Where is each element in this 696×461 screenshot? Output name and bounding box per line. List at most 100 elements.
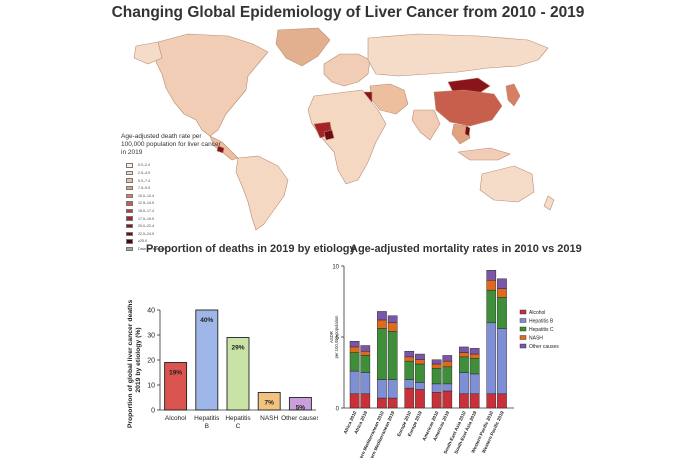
stacked-bar-segment [431, 368, 442, 385]
legend-row: 0.0–2.4 [126, 162, 221, 170]
stacked-bar-segment [431, 383, 442, 393]
legend-label: 22.5–24.9 [138, 231, 154, 236]
legend-items: 0.0–2.4 2.5–4.9 5.0–7.4 7.5–9.9 10.0–12.4 12.… [126, 162, 221, 253]
stacked-bar-segment [377, 319, 387, 329]
legend-row: Data not available [126, 245, 221, 253]
stacked-bar-segment [349, 352, 360, 372]
y-axis-label: Proportion of global liver cancer deaths… [127, 300, 142, 428]
stacked-bar-segment [442, 355, 453, 362]
legend-swatch [126, 223, 133, 229]
y-tick-label: 0 [336, 407, 340, 413]
legend-label: 15.0–17.4 [138, 208, 154, 213]
stacked-bar-segment [360, 345, 371, 352]
bar-value-label: 5% [296, 405, 306, 412]
y-tick-label: 5 [336, 336, 340, 342]
legend-row: ≥25.0 [126, 238, 221, 246]
legend-label: 12.5–14.9 [138, 201, 154, 206]
x-tick-label: Hepatitis C [225, 415, 251, 430]
stacked-bar-segment [469, 393, 480, 409]
legend-swatch [519, 309, 527, 315]
legend-label: 2.5–4.9 [138, 171, 150, 175]
stacked-bar-segment [497, 297, 507, 329]
stacked-bar-segment [459, 346, 469, 353]
x-tick-label: Hepatitis B [194, 415, 220, 430]
stacked-bar-segment [469, 373, 480, 395]
x-tick-label: Other causes [281, 415, 318, 422]
bar [195, 309, 219, 411]
legend-swatch [126, 163, 133, 168]
map-china [433, 89, 503, 127]
stacked-bar-segment [415, 382, 425, 390]
legend-swatch [126, 201, 133, 206]
stack-panel-title: Age-adjusted mortality rates in 2010 vs … [350, 243, 582, 255]
legend-label: 10.0–12.4 [138, 193, 154, 198]
legend-label: NASH [529, 336, 543, 342]
legend-swatch [519, 343, 527, 349]
legend-swatch [519, 335, 527, 340]
stacked-bar-segment [469, 348, 480, 355]
legend-row: 12.5–14.9 [126, 200, 221, 208]
map-alaska [133, 41, 163, 65]
legend-label: Alcohol [529, 310, 545, 316]
stacked-bar-segment [486, 393, 497, 409]
y-tick-label: 10 [332, 265, 339, 271]
bar [257, 392, 281, 411]
map-russia [367, 33, 549, 77]
stacked-bar-segment [486, 270, 497, 281]
map-europe [323, 53, 371, 87]
stacked-bar-segment [404, 379, 415, 389]
stacked-bar-segment [459, 393, 469, 409]
stacked-bar-segment [415, 389, 425, 409]
stacked-bar-segment [387, 379, 398, 399]
stacked-bar-segment [431, 363, 442, 369]
stacked-bar-segment [497, 288, 507, 298]
map-new-zealand [543, 195, 555, 211]
stacked-bar-segment [349, 346, 360, 353]
map-india [411, 109, 441, 141]
bar-value-label: 29% [231, 345, 244, 352]
map-greenland [275, 27, 331, 67]
legend-label: 7.5–9.9 [138, 186, 150, 191]
map-north-america [155, 33, 269, 137]
map-indonesia [457, 147, 511, 161]
legend-label: Hepatitis C [529, 327, 554, 333]
legend-row: 10.0–12.4 [126, 192, 221, 200]
stacked-bar-segment [360, 350, 371, 356]
stacked-bar-segment [459, 352, 469, 358]
stacked-bar-segment [349, 393, 360, 409]
legend-label: 5.0–7.4 [138, 178, 150, 183]
stacked-bar-segment [497, 393, 507, 409]
stacked-bar-segment [459, 356, 469, 373]
y-tick-label: 0 [151, 408, 155, 415]
stacked-bar-segment [415, 359, 425, 365]
legend-swatch [519, 318, 527, 323]
legend-label: Other causes [529, 344, 559, 350]
legend-label: 20.0–22.4 [138, 224, 154, 229]
stacked-bar-segment [404, 387, 415, 409]
bar [288, 397, 312, 411]
stacked-bar-segment [486, 279, 497, 291]
legend-label: 17.5–19.9 [138, 216, 154, 221]
stacked-bar-segment [404, 360, 415, 380]
legend-swatch [126, 193, 133, 199]
y-tick-label: 20 [147, 358, 155, 365]
world-map [133, 27, 555, 231]
legend-label: Hepatitis B [529, 319, 554, 325]
legend-label: ≥25.0 [138, 239, 147, 244]
legend-swatch [126, 231, 133, 236]
legend-row: 15.0–17.4 [126, 207, 221, 215]
stacked-bar-segment [349, 370, 360, 395]
stacked-bar-segment [431, 359, 442, 365]
stacked-bar-segment [404, 356, 415, 362]
stacked-bar-segment [387, 322, 398, 332]
legend-swatch [126, 216, 133, 221]
legend-title: Age-adjusted death rate per 100,000 popu… [121, 133, 221, 157]
legend-swatch [126, 239, 133, 244]
legend-label: 0.0–2.4 [138, 163, 150, 168]
legend-row: 2.5–4.9 [126, 169, 221, 177]
map-australia [479, 165, 535, 203]
stacked-bar-segment [377, 311, 387, 321]
stacked-bar-segment [377, 379, 387, 399]
legend-row: 20.0–22.4 [126, 222, 221, 230]
